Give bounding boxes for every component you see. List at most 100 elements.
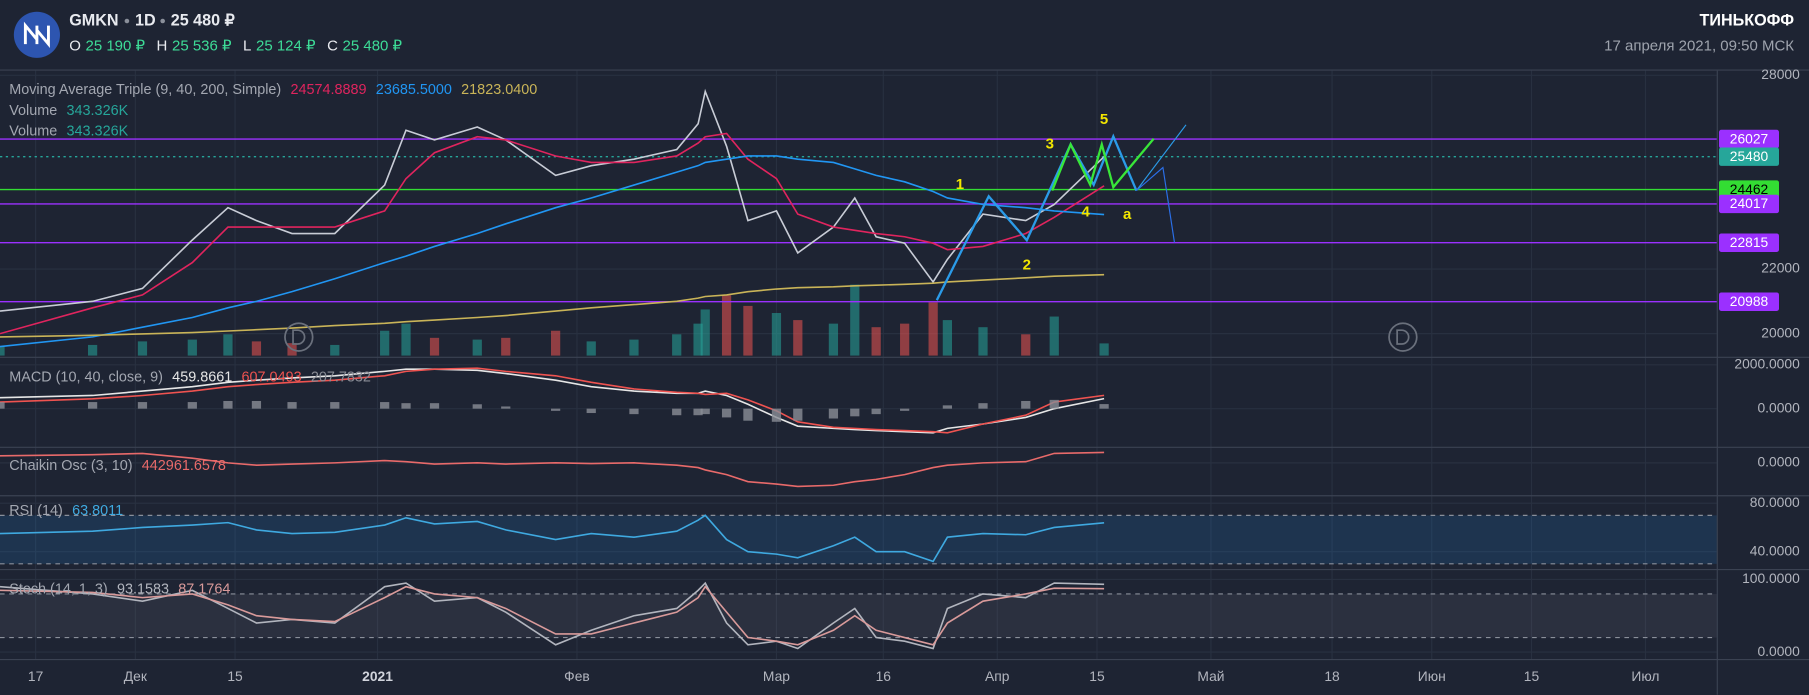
legend-value: 24574.8889 [290, 82, 366, 98]
legend-value: 207.7832 [311, 369, 371, 385]
volume-bar [251, 341, 262, 356]
volume-bar [550, 330, 561, 356]
level-label: 26027 [1730, 130, 1768, 146]
histogram-bar [1099, 404, 1109, 409]
level-label-box [1719, 129, 1780, 149]
ohlc-value: 25 124 ₽ [256, 37, 316, 54]
separator-dot [124, 18, 130, 24]
volume-bar [187, 339, 197, 356]
volume-bar [137, 341, 148, 356]
level-label-box [1719, 292, 1780, 311]
volume-bar [330, 344, 340, 356]
legend-value: 87.1764 [178, 582, 230, 598]
x-tick-label: Фев [564, 668, 590, 684]
volume-bar [693, 323, 703, 356]
logo-glyph [23, 21, 50, 49]
level-label-box [1719, 233, 1780, 252]
legend-value: 93.1583 [117, 582, 169, 598]
wave-label: 4 [1081, 203, 1090, 220]
volume-bar [978, 327, 988, 356]
volume-bar [380, 330, 390, 356]
y-tick-label: 0.0000 [1757, 454, 1800, 470]
plot: 17 Дек 15 2021 Фев Мар 16 Апр 15 Май 18 Июн 15 ИюлVol… [0, 66, 1800, 684]
last-price: 25 480 ₽ [171, 11, 235, 29]
y-tick-label: 20000 [1761, 324, 1800, 340]
legend-title: RSI (14) [9, 503, 63, 519]
level-label: 25480 [1730, 148, 1769, 164]
histogram-bar [629, 408, 639, 415]
histogram-bar [700, 408, 710, 415]
legend-title: MACD (10, 40, close, 9) [9, 369, 163, 385]
histogram-bar [900, 408, 910, 411]
histogram-bar [871, 408, 881, 415]
histogram-bar [223, 400, 233, 409]
wave-projection [1136, 166, 1176, 243]
volume-bar [472, 339, 482, 356]
wave-projection [1135, 124, 1187, 191]
histogram-bar [472, 404, 482, 409]
volume-bar [700, 309, 710, 356]
level-label: 24017 [1730, 195, 1768, 211]
volume-bar [401, 323, 411, 356]
wave-line [1051, 137, 1155, 192]
volume-bar [900, 323, 910, 356]
histogram-bar [942, 405, 953, 409]
legend-value: 459.8661 [172, 369, 232, 385]
wave-label: 5 [1100, 111, 1108, 128]
histogram-bar [1049, 399, 1059, 409]
series-line [0, 155, 1105, 348]
volume-bar [771, 313, 782, 356]
histogram-bar [586, 408, 596, 414]
ohlc-value: 25 480 ₽ [343, 37, 403, 54]
histogram-bar [721, 408, 732, 418]
x-tick-label: 15 [227, 668, 243, 684]
level-label: 24462 [1730, 181, 1768, 197]
volume-bar [942, 320, 953, 356]
y-tick-label: 0.0000 [1757, 399, 1800, 415]
y-tick-label: 80.0000 [1750, 494, 1800, 510]
series-line [0, 451, 1105, 488]
legend-value: 442961.6578 [142, 458, 226, 474]
y-tick-label: 40.0000 [1750, 542, 1800, 558]
series-line [0, 132, 1105, 335]
series-line [0, 367, 1105, 434]
band-fill [0, 593, 1717, 638]
ohlc: O 25 190 ₽ H 25 536 ₽ L 25 124 ₽ C 25 480 ₽ [69, 37, 402, 54]
x-tick-label: Июл [1631, 668, 1659, 684]
series-line [0, 581, 1105, 650]
x-tick-label: Дек [124, 668, 148, 684]
y-tick-label: 0.0000 [1757, 643, 1800, 659]
volume-bar [501, 337, 511, 356]
histogram-bar [187, 402, 197, 409]
x-tick-label: Июн [1418, 668, 1446, 684]
broker: ТИНЬКОФФ [1700, 11, 1795, 29]
volume-bar [586, 341, 596, 356]
y-tick-label: 28000 [1761, 66, 1800, 82]
x-tick-label: 15 [1089, 668, 1105, 684]
x-tick-label: Мар [763, 668, 790, 684]
dividend-glyph [292, 329, 1410, 345]
histogram-bar [137, 402, 148, 409]
volume-bar [850, 284, 860, 356]
separator-dot [160, 18, 165, 24]
wave-label: 3 [1046, 135, 1054, 152]
volume-bar [1021, 334, 1031, 356]
y-tick-label: 22000 [1761, 260, 1800, 276]
histogram-bar [0, 402, 5, 409]
x-tick-label: 16 [876, 668, 892, 684]
series-line [0, 273, 1105, 338]
volume-bar [672, 334, 682, 356]
x-tick-label: 2021 [362, 668, 393, 684]
y-tick-label: 2000.0000 [1734, 355, 1800, 371]
histogram-bar [330, 402, 340, 409]
legend-title: Volume [9, 124, 57, 140]
wave-label: a [1123, 206, 1132, 223]
volume-bar [0, 346, 5, 356]
ohlc-label: H [157, 37, 168, 54]
legend-title: Volume [9, 103, 57, 119]
legend-value: 607.0493 [242, 369, 302, 385]
symbol: GMKN [69, 11, 118, 29]
dividend-marker [1388, 322, 1418, 352]
interval: 1D [135, 11, 156, 29]
